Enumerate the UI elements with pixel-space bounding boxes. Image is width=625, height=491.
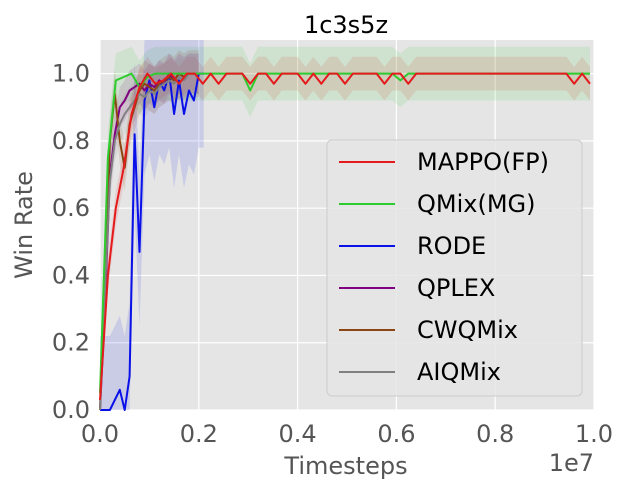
legend-label: AIQMix <box>417 358 501 386</box>
series-line-2 <box>100 72 204 411</box>
y-tick-label: 0.8 <box>52 127 90 155</box>
y-tick-label: 0.2 <box>52 329 90 357</box>
legend-label: QPLEX <box>417 274 495 302</box>
x-offset-label: 1e7 <box>549 449 594 477</box>
y-tick-label: 0.6 <box>52 194 90 222</box>
x-tick-label: 0.4 <box>279 420 317 448</box>
series-band-5 <box>100 53 199 410</box>
series-band-4 <box>100 50 199 410</box>
x-axis-label: Timesteps <box>283 452 407 480</box>
series-band-3 <box>100 53 199 410</box>
axis-ticks: 0.0 0.2 0.4 0.6 0.8 1.0 0.0 0.2 0.4 0.6 0.8 1.0 <box>52 60 613 448</box>
legend: MAPPO(FP) QMix(MG) RODE QPLEX CWQMix AIQMix <box>326 139 583 397</box>
chart-title: 1c3s5z <box>304 11 388 39</box>
y-tick-label: 0.4 <box>52 261 90 289</box>
x-tick-label: 0.8 <box>476 420 514 448</box>
legend-label: CWQMix <box>417 316 518 344</box>
series-lines <box>99 72 591 411</box>
x-tick-label: 0.0 <box>81 420 119 448</box>
legend-label: MAPPO(FP) <box>417 148 549 176</box>
legend-label: QMix(MG) <box>417 190 536 218</box>
x-tick-label: 0.6 <box>377 420 415 448</box>
series-line-0 <box>99 72 591 400</box>
y-axis-label: Win Rate <box>10 171 38 279</box>
legend-label: RODE <box>417 232 486 260</box>
y-tick-label: 0.0 <box>52 396 90 424</box>
y-tick-label: 1.0 <box>52 60 90 88</box>
series-line-4 <box>99 72 199 411</box>
x-tick-label: 0.2 <box>180 420 218 448</box>
series-band-2 <box>100 40 204 410</box>
x-tick-label: 1.0 <box>575 420 613 448</box>
